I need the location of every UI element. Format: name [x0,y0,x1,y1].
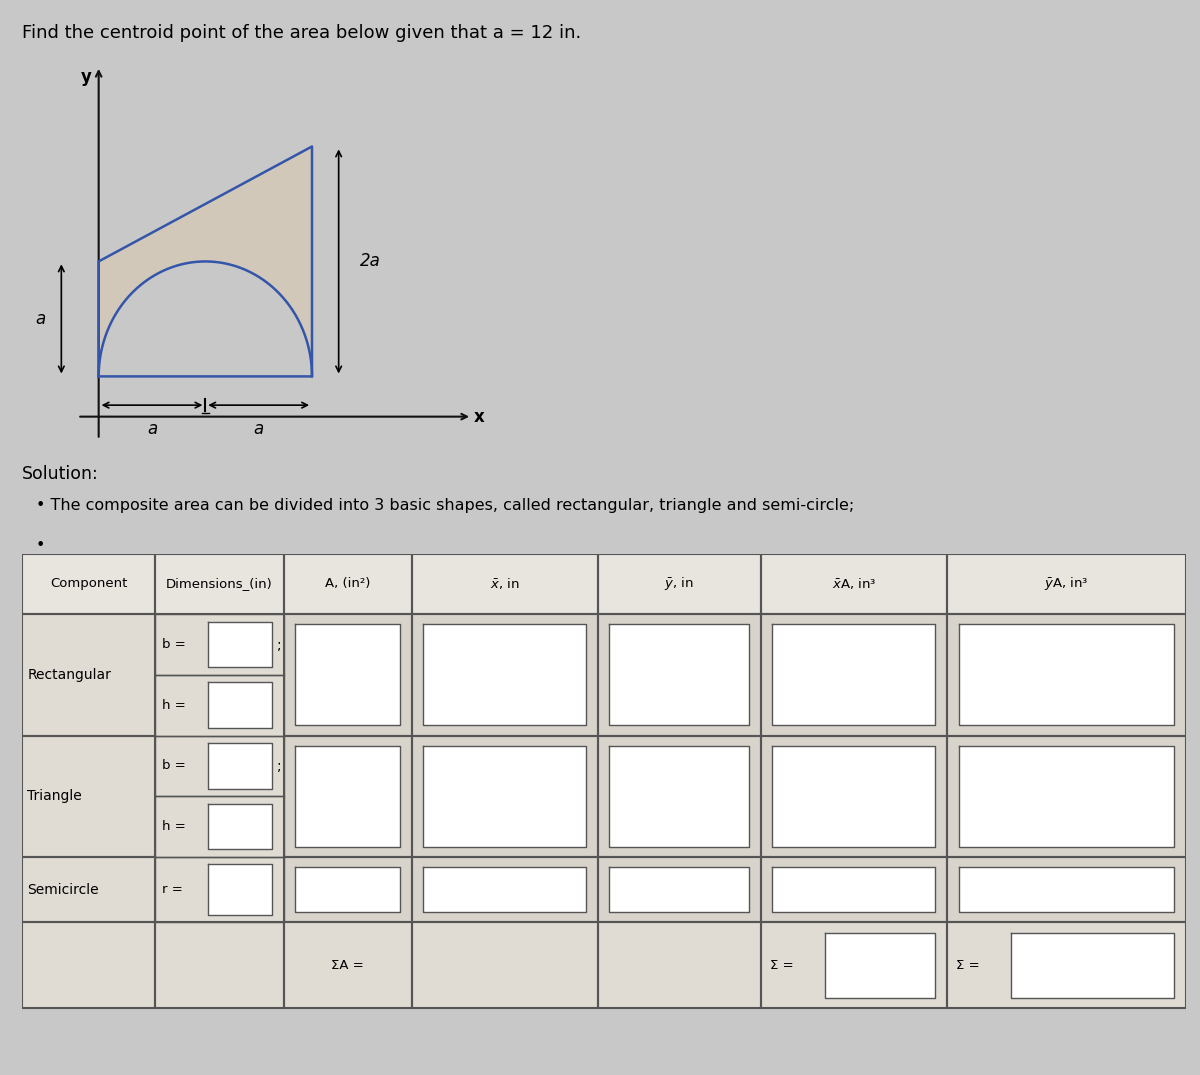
Bar [156,857,283,922]
Bar [412,614,598,735]
Bar [208,743,272,789]
Bar [295,866,400,913]
Bar [761,554,947,614]
Bar [424,746,586,847]
Text: h =: h = [162,699,186,712]
Text: Rectangular: Rectangular [28,668,112,682]
Bar [208,864,272,915]
Bar [761,922,947,1008]
Bar [208,804,272,849]
Bar [156,797,283,857]
Bar [824,932,935,999]
Bar [412,922,598,1008]
Bar [773,746,935,847]
Bar [208,683,272,728]
Bar [412,554,598,614]
Bar [761,614,947,735]
Text: r =: r = [162,884,184,897]
Bar [598,735,761,857]
Bar [610,746,749,847]
Text: ΣA =: ΣA = [331,959,364,972]
Text: Dimensions_(in): Dimensions_(in) [166,577,272,590]
Text: Find the centroid point of the area below given that a = 12 in.: Find the centroid point of the area belo… [22,24,581,42]
Bar [295,746,400,847]
Bar [156,922,283,1008]
Bar [22,614,156,735]
Bar [947,857,1186,922]
Text: Solution:: Solution: [22,465,98,484]
Bar [295,625,400,726]
Bar [610,625,749,726]
Bar [22,857,156,922]
Text: a: a [253,420,264,439]
Polygon shape [98,146,312,376]
Bar [610,866,749,913]
Text: $\bar{x}$A, in³: $\bar{x}$A, in³ [832,576,876,591]
Bar [947,922,1186,1008]
Text: Σ =: Σ = [956,959,980,972]
Text: b =: b = [162,639,186,651]
Bar [959,746,1174,847]
Text: •: • [36,538,46,553]
Text: 2a: 2a [360,253,382,271]
Bar [947,735,1186,857]
Bar [283,554,412,614]
Polygon shape [98,261,312,376]
Text: $\bar{x}$, in: $\bar{x}$, in [490,576,520,591]
Text: $\bar{y}$, in: $\bar{y}$, in [665,575,694,592]
Text: Semicircle: Semicircle [28,883,100,897]
Text: a: a [146,420,157,439]
Text: Component: Component [50,577,127,590]
Bar [947,554,1186,614]
Bar [412,735,598,857]
Text: ;: ; [276,759,281,773]
Bar [598,922,761,1008]
Text: A, (in²): A, (in²) [325,577,371,590]
Text: • The composite area can be divided into 3 basic shapes, called rectangular, tri: • The composite area can be divided into… [36,498,854,513]
Bar [283,735,412,857]
Bar [283,922,412,1008]
Bar [156,614,283,675]
Bar [22,922,156,1008]
Bar [761,857,947,922]
Bar [424,866,586,913]
Text: a: a [35,310,46,328]
Bar [283,857,412,922]
Text: $\bar{y}$A, in³: $\bar{y}$A, in³ [1044,575,1088,592]
Text: b =: b = [162,759,186,772]
Bar [22,554,156,614]
Bar [1012,932,1174,999]
Bar [761,735,947,857]
Bar [156,554,283,614]
Bar [598,614,761,735]
Bar [412,857,598,922]
Bar [424,625,586,726]
Text: y: y [80,69,91,86]
Text: x: x [474,407,485,426]
Bar [959,866,1174,913]
Text: Triangle: Triangle [28,789,82,803]
Bar [773,866,935,913]
Text: Σ =: Σ = [770,959,793,972]
Bar [156,675,283,735]
Bar [598,857,761,922]
Text: ;: ; [276,637,281,651]
Bar [283,614,412,735]
Bar [773,625,935,726]
Bar [959,625,1174,726]
Bar [947,614,1186,735]
Bar [598,554,761,614]
Bar [208,621,272,668]
Bar [22,735,156,857]
Bar [156,735,283,797]
Text: h =: h = [162,820,186,833]
